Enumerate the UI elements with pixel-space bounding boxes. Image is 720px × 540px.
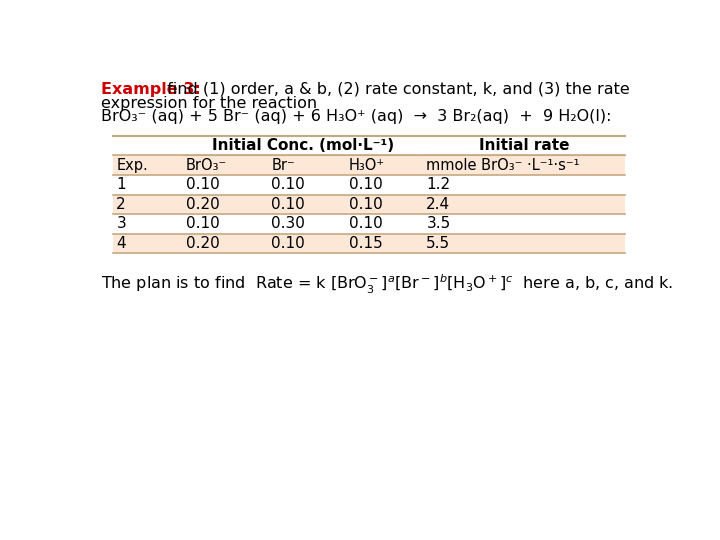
Text: The plan is to find  Rate = k $[\mathrm{BrO_3^-}]^a[\mathrm{Br^-}]^b[\mathrm{H_3: The plan is to find Rate = k $[\mathrm{B… [101, 273, 673, 296]
Bar [113, 136, 625, 156]
Text: Exp.: Exp. [117, 158, 148, 173]
Text: expression for the reaction: expression for the reaction [101, 96, 317, 111]
Text: 0.10: 0.10 [271, 236, 305, 251]
Text: find (1) order, a & b, (2) rate constant, k, and (3) the rate: find (1) order, a & b, (2) rate constant… [162, 82, 630, 97]
Text: 3: 3 [117, 217, 126, 232]
Bar [113, 234, 625, 253]
Text: Br⁻: Br⁻ [271, 158, 295, 173]
Text: 0.10: 0.10 [186, 217, 220, 232]
Bar [113, 194, 625, 214]
Text: 2.4: 2.4 [426, 197, 451, 212]
Bar [113, 156, 625, 175]
Text: Example 3:: Example 3: [101, 82, 201, 97]
Text: 0.20: 0.20 [186, 197, 220, 212]
Text: mmole BrO₃⁻ ·L⁻¹·s⁻¹: mmole BrO₃⁻ ·L⁻¹·s⁻¹ [426, 158, 580, 173]
Text: 4: 4 [117, 236, 126, 251]
Text: 0.10: 0.10 [349, 177, 382, 192]
Bar [113, 214, 625, 234]
Text: 2: 2 [117, 197, 126, 212]
Text: 0.20: 0.20 [186, 236, 220, 251]
Text: 1: 1 [117, 177, 126, 192]
Text: BrO₃⁻ (aq) + 5 Br⁻ (aq) + 6 H₃O⁺ (aq)  →  3 Br₂(aq)  +  9 H₂O(l):: BrO₃⁻ (aq) + 5 Br⁻ (aq) + 6 H₃O⁺ (aq) → … [101, 110, 611, 124]
Text: 0.10: 0.10 [349, 217, 382, 232]
Bar [113, 175, 625, 194]
Text: 0.10: 0.10 [186, 177, 220, 192]
Text: 0.10: 0.10 [271, 197, 305, 212]
Text: 0.15: 0.15 [349, 236, 382, 251]
Text: 0.10: 0.10 [349, 197, 382, 212]
Text: Initial Conc. (mol·L⁻¹): Initial Conc. (mol·L⁻¹) [212, 138, 394, 153]
Text: 1.2: 1.2 [426, 177, 451, 192]
Text: 5.5: 5.5 [426, 236, 451, 251]
Text: BrO₃⁻: BrO₃⁻ [186, 158, 228, 173]
Text: 3.5: 3.5 [426, 217, 451, 232]
Text: H₃O⁺: H₃O⁺ [349, 158, 385, 173]
Text: 0.10: 0.10 [271, 177, 305, 192]
Text: Initial rate: Initial rate [479, 138, 570, 153]
Text: 0.30: 0.30 [271, 217, 305, 232]
